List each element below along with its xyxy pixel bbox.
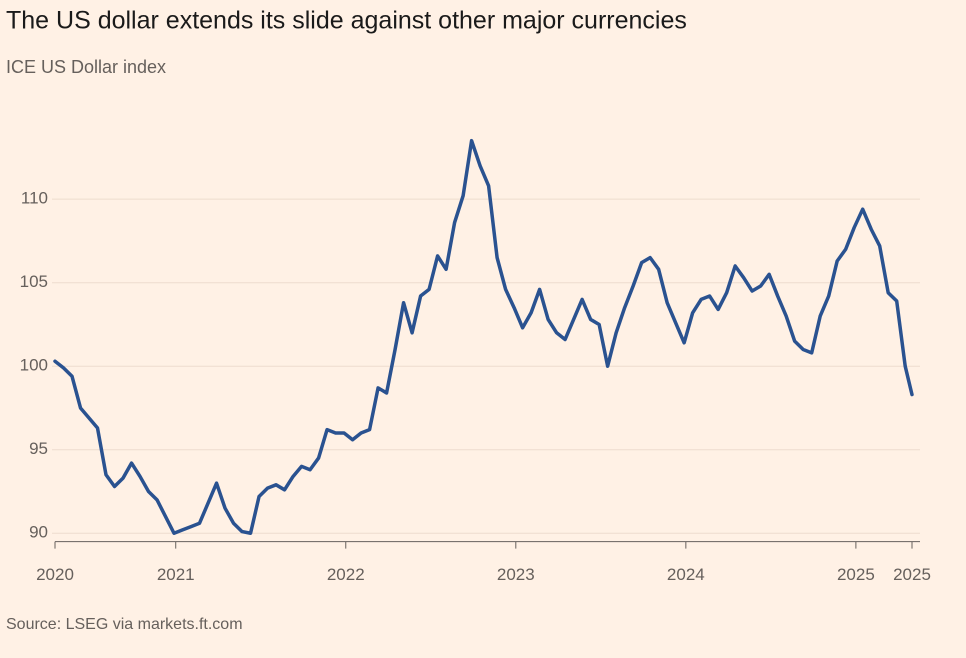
- x-tick-label: 2023: [497, 565, 535, 584]
- chart-title: The US dollar extends its slide against …: [6, 7, 687, 35]
- data-line: [53, 138, 914, 535]
- x-tick-label: 2021: [157, 565, 195, 584]
- source: Source: LSEG via markets.ft.com: [6, 616, 243, 633]
- y-tick-label: 95: [29, 439, 48, 458]
- x-tick-label: 2025: [893, 565, 931, 584]
- y-tick-label: 110: [21, 189, 48, 208]
- y-tick-label: 90: [29, 523, 48, 542]
- x-tick-label: 2025: [837, 565, 875, 584]
- x-tick-label: 2022: [327, 565, 365, 584]
- y-tick-label: 105: [20, 272, 48, 291]
- x-tick-label: 2020: [36, 565, 74, 584]
- x-tick-label: 2024: [667, 565, 705, 584]
- chart-subtitle: ICE US Dollar index: [6, 57, 166, 77]
- y-tick-label: 100: [20, 356, 48, 375]
